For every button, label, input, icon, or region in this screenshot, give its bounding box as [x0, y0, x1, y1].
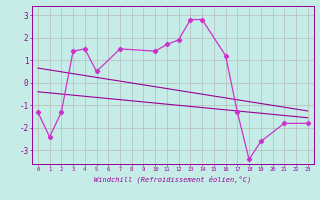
X-axis label: Windchill (Refroidissement éolien,°C): Windchill (Refroidissement éolien,°C): [94, 175, 252, 183]
